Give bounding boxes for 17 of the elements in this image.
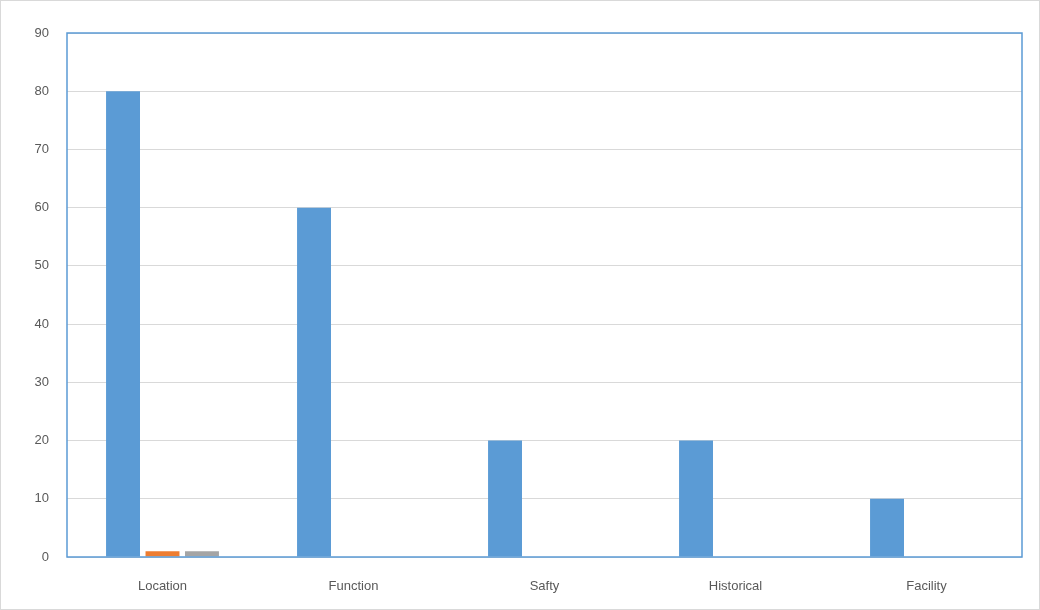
y-tick-label: 80 bbox=[34, 82, 49, 98]
x-tick-label: Facility bbox=[906, 578, 948, 594]
y-tick-label: 20 bbox=[34, 432, 49, 448]
y-tick-label: 30 bbox=[34, 373, 49, 389]
bar bbox=[185, 551, 219, 557]
y-tick-label: 90 bbox=[34, 24, 49, 40]
y-tick-label: 0 bbox=[41, 548, 49, 564]
y-tick-label: 40 bbox=[34, 315, 49, 331]
y-tick-label: 50 bbox=[34, 257, 49, 273]
x-tick-label: Safty bbox=[529, 578, 560, 594]
x-tick-label: Function bbox=[328, 578, 379, 594]
x-tick-label: Historical bbox=[708, 578, 763, 594]
y-tick-label: 10 bbox=[34, 490, 49, 506]
y-tick-label: 60 bbox=[34, 199, 49, 215]
y-tick-label: 70 bbox=[34, 141, 49, 157]
bar bbox=[145, 551, 180, 557]
x-tick-label: Location bbox=[137, 578, 188, 594]
